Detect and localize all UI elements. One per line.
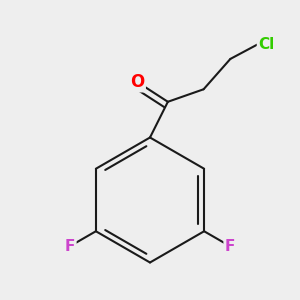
Text: Cl: Cl xyxy=(258,37,274,52)
Text: O: O xyxy=(130,73,145,91)
Text: F: F xyxy=(65,238,75,253)
Text: F: F xyxy=(225,238,235,253)
